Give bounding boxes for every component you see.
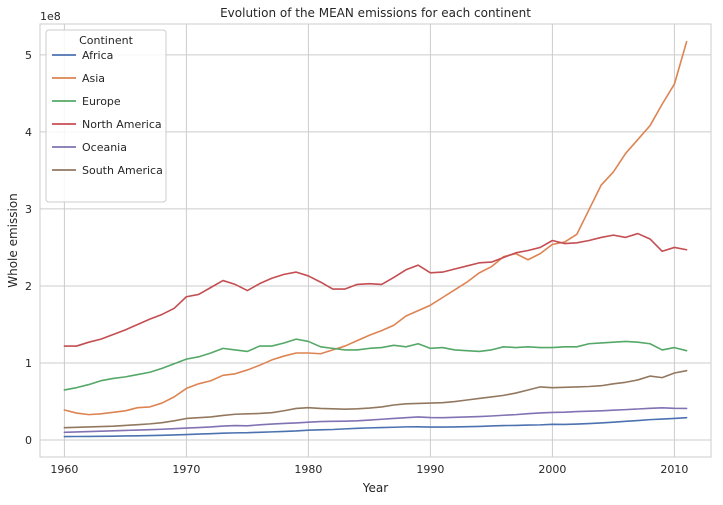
y-tick-label: 4 [25,126,32,139]
x-tick-label: 1990 [416,463,444,476]
x-axis-label: Year [362,481,388,495]
x-tick-label: 1970 [172,463,200,476]
legend-title: Continent [79,34,133,47]
y-scale-multiplier: 1e8 [40,10,61,23]
y-tick-label: 2 [25,280,32,293]
chart-title: Evolution of the MEAN emissions for each… [220,6,531,20]
y-tick-label: 1 [25,357,32,370]
legend-label-south-america: South America [82,164,163,177]
series-line-africa [63,416,688,438]
y-axis-label: Whole emission [6,193,20,288]
series-line-north-america [63,232,688,347]
legend-label-asia: Asia [82,72,105,85]
x-tick-label: 2010 [660,463,688,476]
series-line-south-america [63,369,688,429]
y-tick-label: 3 [25,203,32,216]
x-tick-label: 2000 [538,463,566,476]
legend-label-africa: Africa [82,49,113,62]
legend-box [45,29,167,203]
x-tick-label: 1980 [294,463,322,476]
series-line-oceania [63,407,688,434]
tick-labels: 1960 1970 1980 1990 2000 2010 0 1 2 3 4 5 [25,49,688,476]
y-tick-label: 0 [25,434,32,447]
legend-label-oceania: Oceania [82,141,127,154]
legend-items: Africa Asia Europe North America Oceania Sout… [52,49,163,177]
legend-label-europe: Europe [82,95,121,108]
y-tick-label: 5 [25,49,32,62]
x-tick-label: 1960 [50,463,78,476]
legend: Continent Africa Asia Europe North America O… [45,29,167,203]
series-lines [63,40,688,438]
legend-label-north-america: North America [82,118,162,131]
series-line-asia [63,40,688,416]
series-line-europe [63,338,688,391]
